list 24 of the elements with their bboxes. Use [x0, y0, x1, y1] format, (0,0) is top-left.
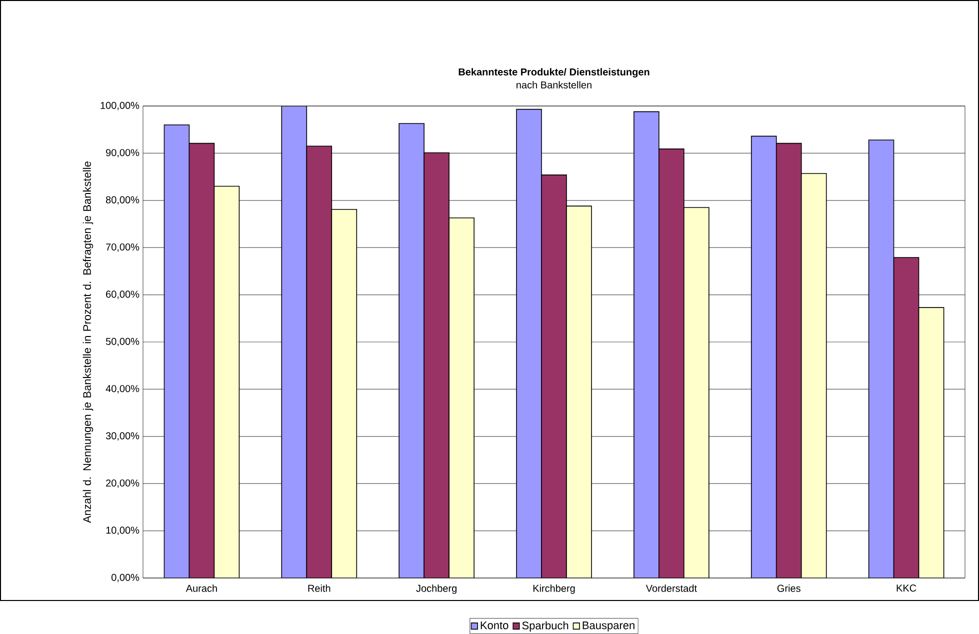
y-tick-label: 20,00%: [106, 479, 140, 488]
y-tick-label: 40,00%: [106, 385, 140, 394]
y-tick-label: 70,00%: [106, 243, 140, 252]
chart-subtitle: nach Bankstellen: [516, 81, 592, 88]
y-tick-label: 60,00%: [106, 290, 140, 299]
x-tick-label: Jochberg: [416, 584, 456, 594]
x-tick-label: Kirchberg: [533, 584, 575, 594]
y-tick-label: 80,00%: [106, 196, 140, 205]
x-tick-label: KKC: [896, 584, 916, 592]
y-tick-label: 0,00%: [112, 574, 140, 582]
legend-label: Sparbuch: [522, 621, 568, 632]
x-tick-label: Vorderstadt: [646, 584, 697, 592]
y-axis-title: Anzahl d. Nennungen je Bankstelle in Prozent d. Befragten je Bankstelle: [82, 162, 94, 523]
x-tick-label: Aurach: [186, 584, 217, 592]
y-tick-label: 10,00%: [106, 526, 140, 535]
x-tick-label: Reith: [308, 584, 330, 592]
legend-label: Konto: [480, 622, 508, 630]
legend-label: Bausparen: [582, 622, 634, 632]
chart-title: Bekannteste Produkte/ Dienstleistungen: [458, 68, 650, 78]
x-tick-label: Gries: [777, 584, 800, 592]
y-tick-label: 90,00%: [106, 149, 140, 158]
y-tick-label: 50,00%: [106, 338, 140, 346]
y-tick-label: 100,00%: [100, 102, 140, 110]
y-tick-label: 30,00%: [106, 432, 140, 441]
